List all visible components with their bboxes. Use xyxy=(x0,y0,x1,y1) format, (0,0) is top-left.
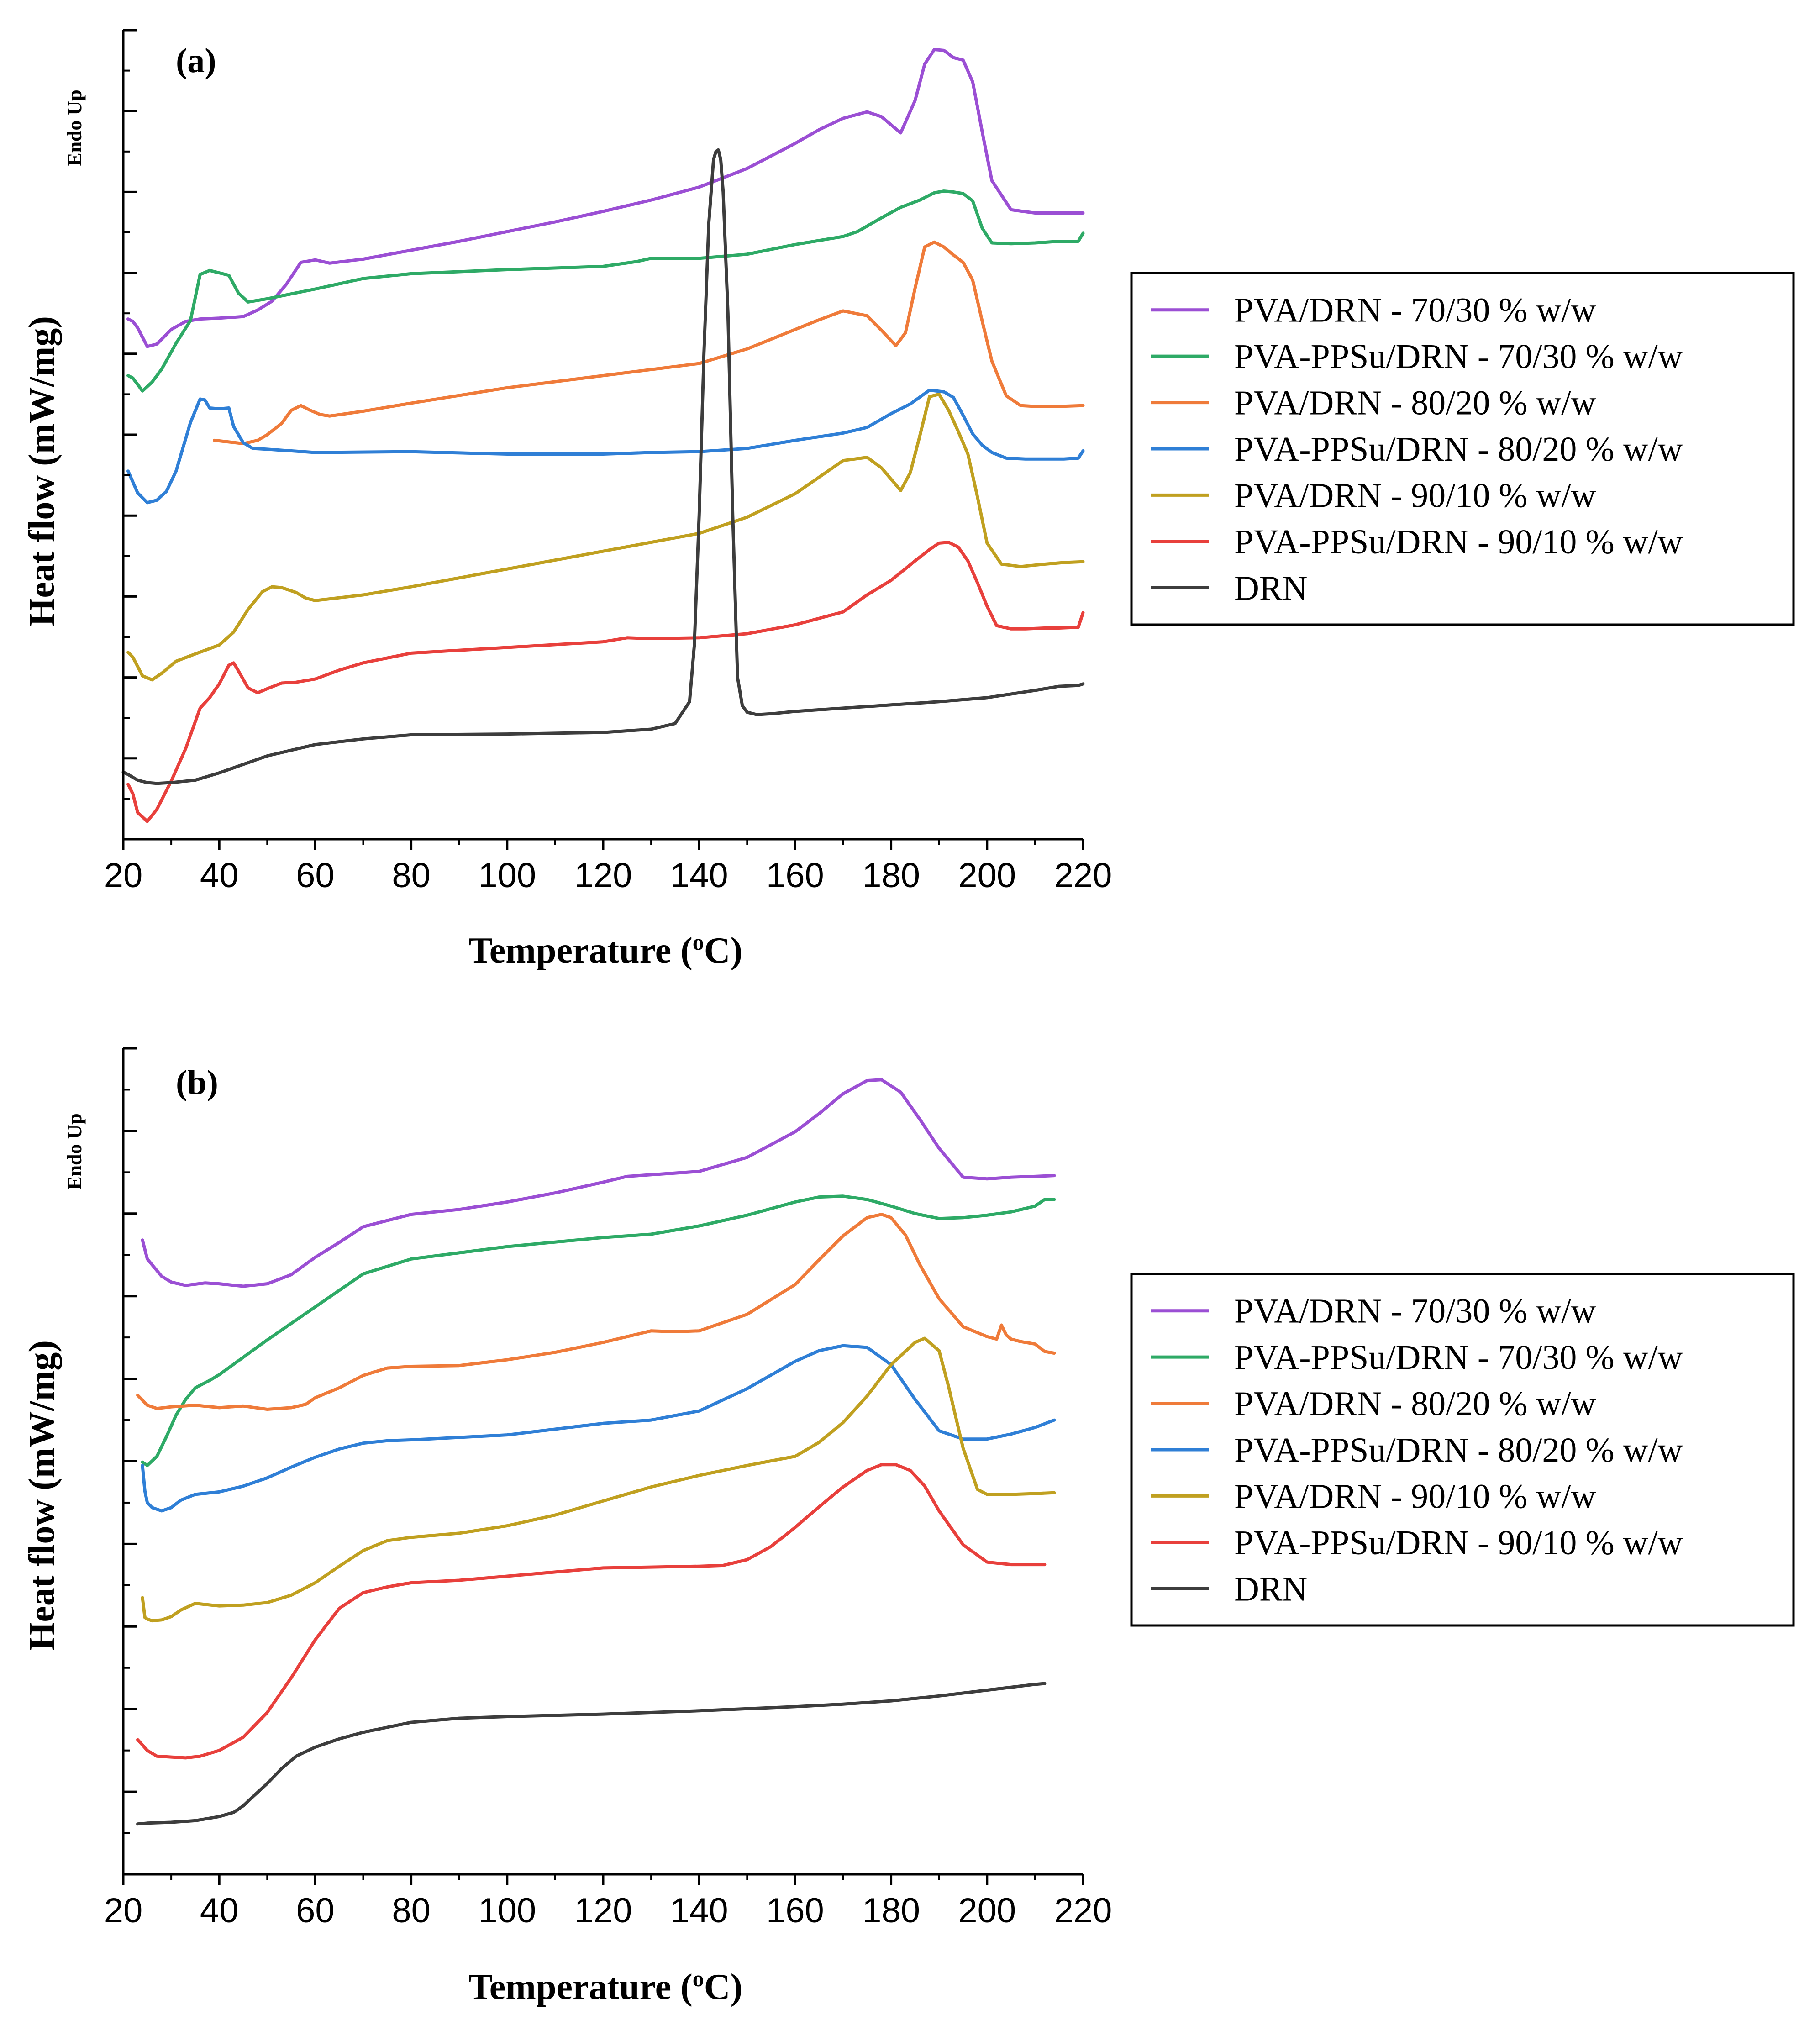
panel-b-axis-ticks: 20 40 60 80 100 120 140 160 180 200 220 xyxy=(104,1047,1112,1930)
panel-b-series-line-5 xyxy=(136,1463,1047,1760)
panel-a-series-line-2 xyxy=(213,240,1085,445)
panel-b-series-line-0 xyxy=(141,1078,1056,1288)
panel-a-legend-label-3: PVA-PPSu/DRN - 80/20 % w/w xyxy=(1234,430,1683,468)
panel-a-legend-label-5: PVA-PPSu/DRN - 90/10 % w/w xyxy=(1234,523,1683,561)
panel-a-legend-label-1: PVA-PPSu/DRN - 70/30 % w/w xyxy=(1234,337,1683,376)
panel-a-x-tick-label: 80 xyxy=(392,856,431,895)
panel-b-x-tick-label: 140 xyxy=(670,1891,728,1930)
panel-a-endo-up-label: Endo Up xyxy=(63,89,86,166)
panel-a-series-line-4 xyxy=(126,392,1085,682)
panel-b-legend-label-2: PVA/DRN - 80/20 % w/w xyxy=(1234,1385,1596,1423)
panel-b-x-axis-title: Temperature (oC) xyxy=(468,1966,742,2007)
panel-b-legend-label-3: PVA-PPSu/DRN - 80/20 % w/w xyxy=(1234,1431,1683,1469)
panel-b-x-tick-label: 180 xyxy=(862,1891,920,1930)
panel-a-x-tick-label: 100 xyxy=(478,856,536,895)
panel-b-x-tick-label: 20 xyxy=(104,1891,143,1930)
panel-b-endo-up-label: Endo Up xyxy=(63,1113,86,1190)
panel-b-x-title-superscript: o xyxy=(693,1966,704,1991)
panel-b-y-axis-title: Heat flow (mW/mg) xyxy=(22,1340,62,1651)
panel-a-chart: 20 40 60 80 100 120 140 160 180 200 220 (a) Endo U… xyxy=(22,29,1795,971)
panel-a-x-title-superscript: o xyxy=(693,929,704,955)
panel-b-legend-box xyxy=(1130,1273,1795,1627)
panel-a-legend-box xyxy=(1130,272,1795,626)
panel-b-x-tick-label: 200 xyxy=(958,1891,1016,1930)
panel-a-series-line-6 xyxy=(121,148,1085,785)
panel-b-x-tick-label: 120 xyxy=(574,1891,632,1930)
panel-b-series-line-3 xyxy=(141,1344,1056,1513)
panel-b-legend-label-0: PVA/DRN - 70/30 % w/w xyxy=(1234,1292,1596,1331)
panel-b-chart: 20 40 60 80 100 120 140 160 180 200 220 (b) Endo U… xyxy=(22,1047,1795,2007)
panel-b-legend-label-6: DRN xyxy=(1234,1570,1307,1608)
panel-a-x-tick-label: 160 xyxy=(766,856,824,895)
panel-a-legend-label-4: PVA/DRN - 90/10 % w/w xyxy=(1234,476,1596,515)
panel-b-x-tick-label: 80 xyxy=(392,1891,431,1930)
panel-b-x-tick-label: 160 xyxy=(766,1891,824,1930)
panel-a-x-tick-label: 200 xyxy=(958,856,1016,895)
panel-a-label: (a) xyxy=(176,42,216,80)
panel-a-x-title-main: Temperature ( xyxy=(468,931,693,971)
panel-a-series-line-1 xyxy=(126,189,1085,393)
panel-a-legend-label-2: PVA/DRN - 80/20 % w/w xyxy=(1234,384,1596,422)
panel-b-series-line-4 xyxy=(141,1336,1056,1623)
panel-b-x-tick-label: 220 xyxy=(1054,1891,1112,1930)
panel-a-legend: PVA/DRN - 70/30 % w/w PVA-PPSu/DRN - 70/3… xyxy=(1130,272,1795,626)
panel-a-x-title-unit: C) xyxy=(704,931,742,971)
panel-a-legend-label-0: PVA/DRN - 70/30 % w/w xyxy=(1234,291,1596,330)
panel-b-legend-label-1: PVA-PPSu/DRN - 70/30 % w/w xyxy=(1234,1338,1683,1377)
panel-b-x-title-main: Temperature ( xyxy=(468,1967,693,2007)
panel-b-series-line-2 xyxy=(136,1213,1056,1411)
panel-b-x-title-unit: C) xyxy=(704,1967,742,2007)
panel-a-x-tick-label: 180 xyxy=(862,856,920,895)
panel-b-series-line-1 xyxy=(141,1194,1056,1467)
panel-a-legend-label-6: DRN xyxy=(1234,569,1307,607)
panel-a-x-tick-label: 140 xyxy=(670,856,728,895)
panel-a-x-tick-label: 40 xyxy=(200,856,239,895)
panel-a-x-tick-label: 60 xyxy=(296,856,335,895)
panel-a-series-line-3 xyxy=(126,389,1085,505)
panel-a-x-tick-label: 220 xyxy=(1054,856,1112,895)
panel-a-series-line-5 xyxy=(126,541,1085,823)
panel-b-x-tick-label: 100 xyxy=(478,1891,536,1930)
panel-b-series-line-6 xyxy=(136,1682,1047,1826)
panel-a-x-axis-title: Temperature (oC) xyxy=(468,929,742,971)
panel-a-axis-ticks: 20 40 60 80 100 120 140 160 180 200 220 xyxy=(104,29,1112,895)
panel-b-label: (b) xyxy=(176,1063,218,1102)
panel-b-legend-label-5: PVA-PPSu/DRN - 90/10 % w/w xyxy=(1234,1524,1683,1562)
panel-a-x-tick-label: 120 xyxy=(574,856,632,895)
panel-b-x-tick-label: 40 xyxy=(200,1891,239,1930)
panel-b-plot-area xyxy=(136,1078,1056,1826)
panel-a-series-line-0 xyxy=(126,48,1085,348)
panel-b-x-tick-label: 60 xyxy=(296,1891,335,1930)
panel-a-plot-area xyxy=(121,48,1085,823)
panel-a-x-tick-label: 20 xyxy=(104,856,143,895)
panel-b-legend: PVA/DRN - 70/30 % w/w PVA-PPSu/DRN - 70/3… xyxy=(1130,1273,1795,1627)
panel-b-legend-label-4: PVA/DRN - 90/10 % w/w xyxy=(1234,1477,1596,1515)
panel-a-y-axis-title: Heat flow (mW/mg) xyxy=(22,316,62,626)
